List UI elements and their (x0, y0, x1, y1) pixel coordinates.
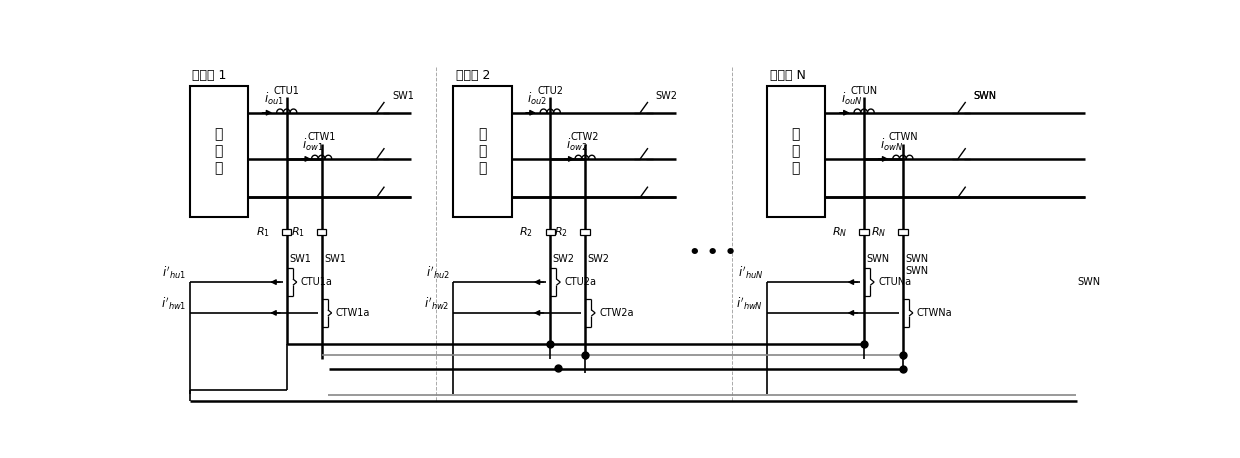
Text: • • •: • • • (689, 244, 737, 262)
Text: CTW2: CTW2 (570, 132, 599, 142)
Text: $i_{ow1}$: $i_{ow1}$ (303, 137, 324, 153)
Text: $i_{owN}$: $i_{owN}$ (879, 137, 903, 153)
Text: $R_2$: $R_2$ (520, 225, 533, 239)
Text: SWN: SWN (1078, 277, 1100, 287)
Text: $R_2$: $R_2$ (554, 225, 568, 239)
Text: CTU1a: CTU1a (301, 277, 332, 287)
Text: $i_{ow2}$: $i_{ow2}$ (565, 137, 588, 153)
Bar (898, 229, 908, 235)
Text: CTWN: CTWN (888, 132, 918, 142)
Text: SWN: SWN (905, 266, 929, 276)
Text: 逆
变
器: 逆 变 器 (477, 127, 486, 175)
Text: CTUNa: CTUNa (878, 277, 911, 287)
Text: SWN: SWN (973, 91, 997, 101)
Text: SWN: SWN (905, 254, 929, 264)
Text: $i_{ouN}$: $i_{ouN}$ (841, 91, 862, 107)
Text: $i'_{huN}$: $i'_{huN}$ (738, 265, 764, 281)
Bar (317, 229, 326, 235)
Text: CTU2a: CTU2a (564, 277, 596, 287)
Text: 逆变器 1: 逆变器 1 (192, 69, 227, 82)
Text: SW2: SW2 (553, 254, 574, 264)
Text: CTWNa: CTWNa (916, 308, 952, 318)
Text: $R_N$: $R_N$ (832, 225, 847, 239)
Text: CTW1a: CTW1a (336, 308, 370, 318)
Text: SWN: SWN (867, 254, 889, 264)
Text: CTUN: CTUN (851, 86, 878, 96)
Text: $i'_{hw2}$: $i'_{hw2}$ (424, 295, 449, 312)
Text: CTW1: CTW1 (308, 132, 336, 142)
Text: $i'_{hu2}$: $i'_{hu2}$ (425, 265, 449, 281)
Text: SWN: SWN (973, 91, 997, 101)
Text: $i_{ou1}$: $i_{ou1}$ (263, 91, 284, 107)
Text: $i'_{hw1}$: $i'_{hw1}$ (160, 295, 186, 312)
Text: 逆
变
器: 逆 变 器 (791, 127, 800, 175)
Text: SW2: SW2 (588, 254, 609, 264)
Bar (768, 86, 826, 217)
Text: $i_{ou2}$: $i_{ou2}$ (527, 91, 547, 107)
Text: CTW2a: CTW2a (599, 308, 634, 318)
Text: $R_1$: $R_1$ (255, 225, 270, 239)
Bar (283, 229, 291, 235)
Text: $i'_{hwN}$: $i'_{hwN}$ (737, 295, 764, 312)
Bar (190, 86, 248, 217)
Bar (859, 229, 869, 235)
Bar (546, 229, 556, 235)
Text: 逆
变
器: 逆 变 器 (215, 127, 223, 175)
Text: $i'_{hu1}$: $i'_{hu1}$ (162, 265, 186, 281)
Text: CTU2: CTU2 (537, 86, 563, 96)
Text: SW1: SW1 (392, 91, 414, 101)
Bar (580, 229, 590, 235)
Text: 逆变器 N: 逆变器 N (770, 69, 806, 82)
Text: $R_N$: $R_N$ (870, 225, 885, 239)
Text: 逆变器 2: 逆变器 2 (456, 69, 490, 82)
Text: $R_1$: $R_1$ (290, 225, 305, 239)
Text: SW2: SW2 (656, 91, 677, 101)
Text: SW1: SW1 (324, 254, 346, 264)
Text: SW1: SW1 (289, 254, 311, 264)
Bar (454, 86, 511, 217)
Text: CTU1: CTU1 (274, 86, 300, 96)
